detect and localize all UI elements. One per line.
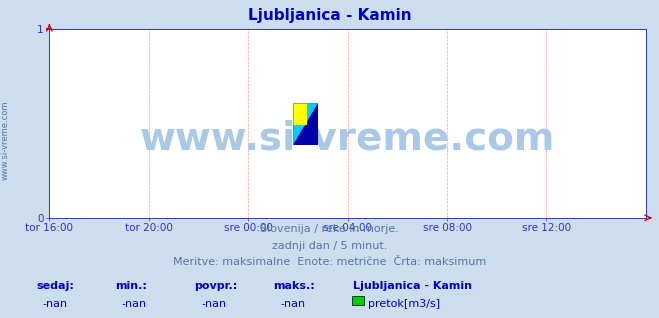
Text: sedaj:: sedaj: bbox=[36, 281, 74, 291]
Text: Slovenija / reke in morje.: Slovenija / reke in morje. bbox=[260, 224, 399, 234]
Text: povpr.:: povpr.: bbox=[194, 281, 238, 291]
Polygon shape bbox=[293, 103, 306, 124]
Text: -nan: -nan bbox=[280, 299, 305, 309]
Text: -nan: -nan bbox=[201, 299, 226, 309]
Text: zadnji dan / 5 minut.: zadnji dan / 5 minut. bbox=[272, 241, 387, 251]
Text: Ljubljanica - Kamin: Ljubljanica - Kamin bbox=[248, 8, 411, 23]
Text: Meritve: maksimalne  Enote: metrične  Črta: maksimum: Meritve: maksimalne Enote: metrične Črta… bbox=[173, 257, 486, 267]
Polygon shape bbox=[293, 103, 318, 145]
Text: maks.:: maks.: bbox=[273, 281, 315, 291]
Text: -nan: -nan bbox=[122, 299, 147, 309]
Text: Ljubljanica - Kamin: Ljubljanica - Kamin bbox=[353, 281, 472, 291]
Text: -nan: -nan bbox=[43, 299, 68, 309]
Text: www.si-vreme.com: www.si-vreme.com bbox=[1, 100, 10, 180]
Text: min.:: min.: bbox=[115, 281, 147, 291]
Text: pretok[m3/s]: pretok[m3/s] bbox=[368, 299, 440, 309]
Polygon shape bbox=[293, 103, 318, 145]
Text: www.si-vreme.com: www.si-vreme.com bbox=[140, 119, 556, 157]
Polygon shape bbox=[293, 103, 306, 124]
